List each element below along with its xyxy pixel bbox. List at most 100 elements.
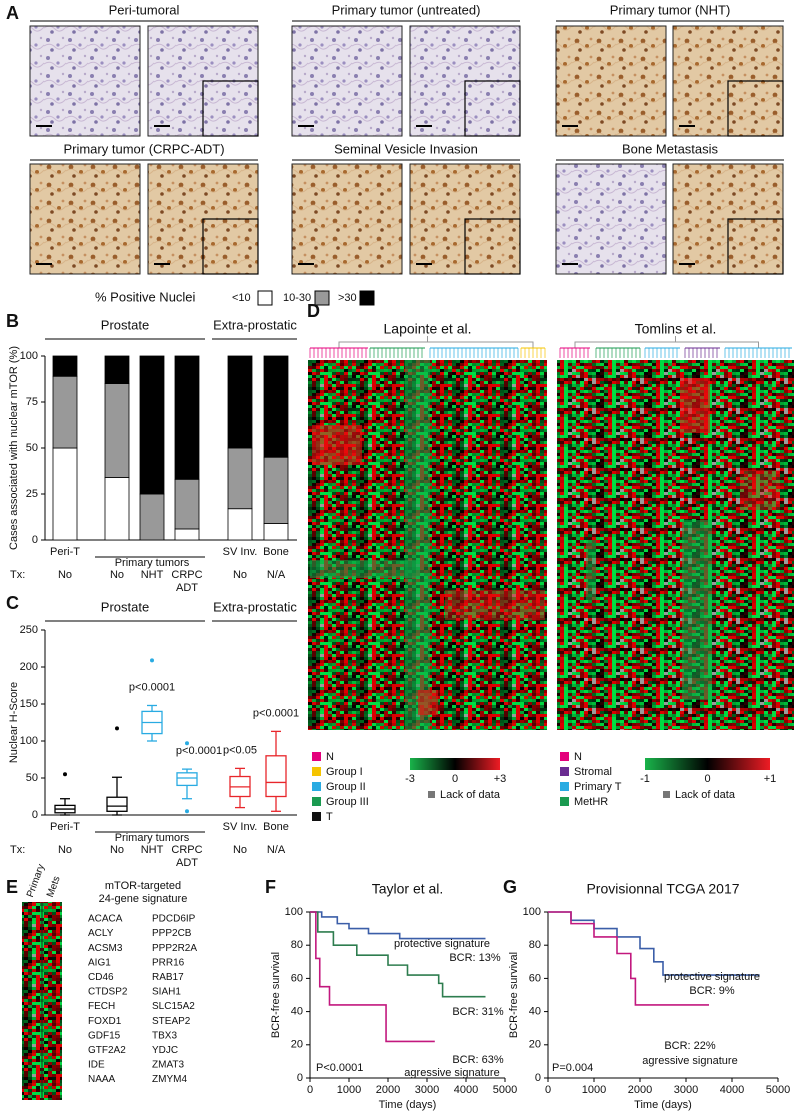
outlier	[150, 658, 154, 663]
x-axis-label: Time (days)	[634, 1099, 692, 1111]
legend-swatch	[314, 290, 330, 306]
annotation: agressive signature	[642, 1055, 737, 1067]
heatmap-block	[680, 378, 710, 433]
y-tick-label: 20	[529, 1039, 541, 1051]
y-tick-label: 40	[291, 1006, 303, 1018]
bar-segment	[104, 383, 130, 478]
micrograph	[555, 163, 667, 275]
x-tick-label: 1000	[337, 1084, 361, 1096]
gene: ACACA	[88, 914, 123, 925]
y-tick-label: 50	[26, 772, 38, 784]
legend-swatch	[257, 290, 273, 306]
gene: GDF15	[88, 1030, 121, 1041]
outlier	[115, 726, 119, 731]
group-label: Extra-prostatic	[213, 317, 297, 332]
outlier	[63, 772, 67, 777]
legend-label: Stromal	[574, 766, 612, 778]
gene: SIAH1	[152, 987, 181, 998]
color-scale	[645, 758, 770, 770]
bar-segment	[263, 523, 289, 541]
color-scale-label: +1	[764, 773, 777, 785]
gene: NAAA	[88, 1074, 116, 1085]
y-tick-label: 80	[291, 939, 303, 951]
heatmap	[557, 360, 794, 730]
column-label: Primary	[25, 863, 47, 899]
p-value: p<0.05	[223, 744, 257, 756]
color-scale-label: 0	[704, 773, 710, 785]
gene: ACLY	[88, 928, 114, 939]
x-tick-label: 2000	[376, 1084, 400, 1096]
y-tick-label: 60	[529, 972, 541, 984]
tx-value: NHT	[141, 569, 164, 581]
y-tick-label: 150	[20, 698, 38, 710]
x-tick-label: 3000	[674, 1084, 698, 1096]
heatmap-block	[312, 425, 362, 465]
column-label: Mets	[45, 875, 63, 899]
panel-label: E	[6, 877, 18, 897]
bar-segment	[227, 447, 253, 510]
chart-title: Provisionnal TCGA 2017	[586, 881, 739, 897]
bar-segment	[174, 355, 200, 480]
survival-curve	[310, 911, 435, 1043]
box	[265, 755, 287, 798]
color-scale-label: 0	[452, 773, 458, 785]
y-tick-label: 75	[26, 396, 38, 408]
heatmap-title: Tomlins et al.	[635, 321, 717, 337]
micrograph-inset	[727, 218, 784, 275]
annotation: P<0.0001	[316, 1062, 363, 1074]
y-tick-label: 0	[32, 809, 38, 821]
gene: CD46	[88, 972, 114, 983]
legend-label: Group I	[326, 766, 363, 778]
bar-segment	[139, 493, 165, 541]
y-axis-label: Nuclear H-Score	[8, 682, 20, 763]
tx-value: No	[233, 844, 247, 856]
panel-label: B	[6, 311, 19, 331]
tx-value: N/A	[267, 844, 286, 856]
legend-label: >30	[338, 292, 357, 304]
x-tick-label: 5000	[493, 1084, 517, 1096]
gene: FECH	[88, 1001, 115, 1012]
subgroup-label: Primary tumors	[115, 557, 190, 569]
y-axis-label: BCR-free survival	[508, 952, 520, 1038]
y-tick-label: 0	[32, 534, 38, 546]
bar-segment	[139, 355, 165, 495]
gene: CTDSP2	[88, 987, 128, 998]
x-tick-label: Peri-T	[50, 546, 80, 558]
x-tick-label: Bone	[263, 546, 289, 558]
legend-swatch	[312, 767, 321, 776]
survival-curve	[310, 911, 486, 998]
gene: ACSM3	[88, 943, 123, 954]
bar-segment	[263, 456, 289, 524]
legend-swatch	[359, 290, 375, 306]
missing-label: Lack of data	[440, 789, 501, 801]
panel-label: F	[265, 877, 276, 897]
box	[176, 772, 198, 787]
tx-value: CRPC	[171, 569, 202, 581]
y-tick-label: 40	[529, 1006, 541, 1018]
gene: PPP2R2A	[152, 943, 197, 954]
p-value: p<0.0001	[176, 745, 222, 757]
y-axis-label: BCR-free survival	[270, 952, 282, 1038]
panel-title: Peri-tumoral	[109, 2, 180, 17]
chart-title: Taylor et al.	[372, 881, 444, 897]
heatmap-block	[418, 690, 438, 715]
group-label: Extra-prostatic	[213, 599, 297, 614]
legend-label: Group III	[326, 796, 369, 808]
annotation: protective signature	[394, 938, 490, 950]
gene: YDJC	[152, 1045, 178, 1056]
micrograph	[291, 163, 403, 275]
heatmap-block	[682, 520, 712, 700]
x-axis-label: Time (days)	[379, 1099, 437, 1111]
legend-swatch	[312, 812, 321, 821]
dendrogram	[574, 336, 759, 348]
y-tick-label: 20	[291, 1039, 303, 1051]
y-tick-label: 0	[297, 1072, 303, 1084]
y-tick-label: 0	[535, 1072, 541, 1084]
x-tick-label: 2000	[628, 1084, 652, 1096]
legend-label: Primary T	[574, 781, 622, 793]
annotation: BCR: 63%	[452, 1054, 504, 1066]
gene: PPP2CB	[152, 928, 192, 939]
micrograph	[555, 25, 667, 137]
heatmap-block	[445, 590, 545, 620]
